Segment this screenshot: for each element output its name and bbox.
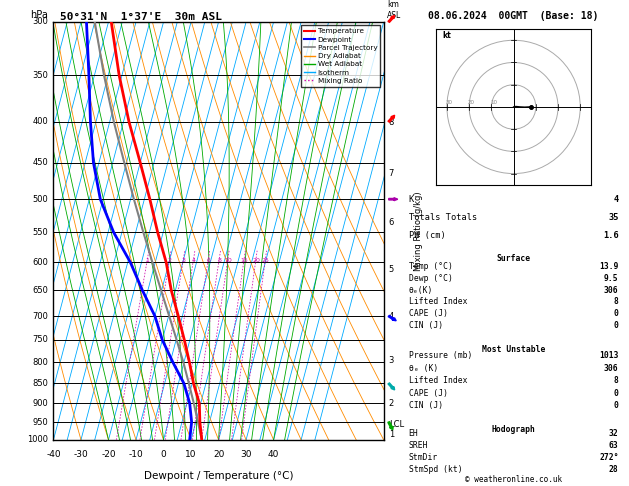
Text: θₑ(K): θₑ(K) bbox=[409, 286, 433, 295]
Text: 10: 10 bbox=[490, 100, 497, 104]
Text: 0: 0 bbox=[614, 401, 618, 410]
Text: 4: 4 bbox=[192, 258, 196, 263]
Text: 28: 28 bbox=[609, 465, 618, 474]
Legend: Temperature, Dewpoint, Parcel Trajectory, Dry Adiabat, Wet Adiabat, Isotherm, Mi: Temperature, Dewpoint, Parcel Trajectory… bbox=[301, 25, 380, 87]
Text: 272°: 272° bbox=[599, 453, 618, 462]
Text: K: K bbox=[409, 195, 414, 205]
Text: 450: 450 bbox=[33, 158, 48, 167]
Text: -20: -20 bbox=[101, 450, 116, 459]
Text: 2: 2 bbox=[168, 258, 172, 263]
Text: 700: 700 bbox=[33, 312, 48, 320]
Text: Lifted Index: Lifted Index bbox=[409, 297, 467, 307]
Text: LCL: LCL bbox=[389, 420, 404, 430]
Text: 650: 650 bbox=[33, 286, 48, 295]
Text: 30: 30 bbox=[240, 450, 252, 459]
Text: 6: 6 bbox=[206, 258, 211, 263]
Text: 20: 20 bbox=[468, 100, 475, 104]
Text: kt: kt bbox=[442, 31, 451, 40]
Text: 500: 500 bbox=[33, 195, 48, 204]
Text: 6: 6 bbox=[389, 218, 394, 226]
Text: 2: 2 bbox=[389, 399, 394, 408]
Text: 850: 850 bbox=[33, 379, 48, 388]
Text: 306: 306 bbox=[604, 286, 618, 295]
Text: 0: 0 bbox=[160, 450, 167, 459]
Text: 13.9: 13.9 bbox=[599, 262, 618, 271]
Text: CAPE (J): CAPE (J) bbox=[409, 389, 448, 398]
Text: PW (cm): PW (cm) bbox=[409, 231, 445, 240]
Text: 20: 20 bbox=[252, 258, 260, 263]
Text: 40: 40 bbox=[268, 450, 279, 459]
Text: 7: 7 bbox=[389, 169, 394, 178]
Text: 08.06.2024  00GMT  (Base: 18): 08.06.2024 00GMT (Base: 18) bbox=[428, 11, 599, 21]
Text: 800: 800 bbox=[33, 358, 48, 367]
Text: 10: 10 bbox=[186, 450, 197, 459]
Text: hPa: hPa bbox=[30, 10, 48, 20]
Text: 25: 25 bbox=[262, 258, 269, 263]
Text: 750: 750 bbox=[33, 335, 48, 345]
Text: 600: 600 bbox=[33, 258, 48, 267]
Text: Pressure (mb): Pressure (mb) bbox=[409, 351, 472, 361]
Text: Lifted Index: Lifted Index bbox=[409, 376, 467, 385]
Text: 50°31'N  1°37'E  30m ASL: 50°31'N 1°37'E 30m ASL bbox=[60, 12, 222, 22]
Text: 306: 306 bbox=[604, 364, 618, 373]
Text: 300: 300 bbox=[33, 17, 48, 26]
Text: 8: 8 bbox=[389, 118, 394, 127]
Text: 4: 4 bbox=[389, 312, 394, 320]
Text: 1.6: 1.6 bbox=[603, 231, 618, 240]
Text: © weatheronline.co.uk: © weatheronline.co.uk bbox=[465, 474, 562, 484]
Text: CAPE (J): CAPE (J) bbox=[409, 309, 448, 318]
Text: SREH: SREH bbox=[409, 441, 428, 450]
Text: 20: 20 bbox=[213, 450, 225, 459]
Text: km
ASL: km ASL bbox=[387, 0, 401, 20]
Text: 0: 0 bbox=[614, 389, 618, 398]
Text: 15: 15 bbox=[240, 258, 248, 263]
Text: StmSpd (kt): StmSpd (kt) bbox=[409, 465, 462, 474]
Text: Dewpoint / Temperature (°C): Dewpoint / Temperature (°C) bbox=[144, 471, 293, 481]
Text: 32: 32 bbox=[609, 429, 618, 438]
Text: 550: 550 bbox=[33, 228, 48, 237]
Text: -10: -10 bbox=[129, 450, 143, 459]
Text: 8: 8 bbox=[614, 297, 618, 307]
Text: StmDir: StmDir bbox=[409, 453, 438, 462]
Text: 1: 1 bbox=[146, 258, 150, 263]
Text: EH: EH bbox=[409, 429, 418, 438]
Text: θₑ (K): θₑ (K) bbox=[409, 364, 438, 373]
Text: 30: 30 bbox=[446, 100, 453, 104]
Text: 35: 35 bbox=[608, 213, 618, 222]
Text: 0: 0 bbox=[614, 309, 618, 318]
Text: CIN (J): CIN (J) bbox=[409, 321, 443, 330]
Text: -30: -30 bbox=[74, 450, 88, 459]
Text: 3: 3 bbox=[182, 258, 186, 263]
Text: 5: 5 bbox=[389, 265, 394, 274]
Text: Totals Totals: Totals Totals bbox=[409, 213, 477, 222]
Text: 8: 8 bbox=[614, 376, 618, 385]
Text: 4: 4 bbox=[613, 195, 618, 205]
Text: -40: -40 bbox=[46, 450, 61, 459]
Text: 3: 3 bbox=[389, 356, 394, 364]
Text: Temp (°C): Temp (°C) bbox=[409, 262, 452, 271]
Text: 1013: 1013 bbox=[599, 351, 618, 361]
Text: 950: 950 bbox=[33, 417, 48, 427]
Text: 350: 350 bbox=[33, 71, 48, 80]
Text: 0: 0 bbox=[614, 321, 618, 330]
Text: 1000: 1000 bbox=[28, 435, 48, 444]
Text: Dewp (°C): Dewp (°C) bbox=[409, 274, 452, 283]
Text: CIN (J): CIN (J) bbox=[409, 401, 443, 410]
Text: 1: 1 bbox=[389, 430, 394, 439]
Text: Surface: Surface bbox=[496, 254, 531, 263]
Text: Mixing Ratio (g/kg): Mixing Ratio (g/kg) bbox=[414, 191, 423, 271]
Text: Hodograph: Hodograph bbox=[492, 425, 535, 434]
Text: 10: 10 bbox=[224, 258, 232, 263]
Text: 9.5: 9.5 bbox=[604, 274, 618, 283]
Text: 63: 63 bbox=[609, 441, 618, 450]
Text: 900: 900 bbox=[33, 399, 48, 408]
Text: Most Unstable: Most Unstable bbox=[482, 345, 545, 354]
Text: 8: 8 bbox=[218, 258, 221, 263]
Text: 400: 400 bbox=[33, 117, 48, 126]
